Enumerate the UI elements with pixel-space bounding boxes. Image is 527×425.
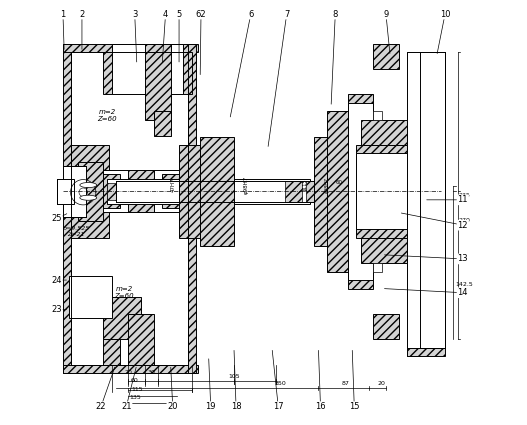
Text: 135: 135: [129, 395, 141, 400]
Bar: [71, 196, 110, 238]
Text: φ115: φ115: [303, 179, 308, 191]
Ellipse shape: [80, 182, 97, 187]
Bar: [348, 103, 373, 280]
Bar: [407, 348, 445, 356]
Bar: [373, 263, 382, 272]
Text: 11: 11: [457, 196, 468, 204]
Bar: [407, 52, 419, 356]
Bar: [432, 52, 445, 348]
Bar: [112, 44, 183, 52]
Text: 12: 12: [457, 221, 468, 230]
Text: 270: 270: [458, 218, 471, 224]
Bar: [63, 44, 71, 373]
Bar: [188, 44, 196, 373]
Bar: [373, 44, 398, 69]
Bar: [112, 44, 183, 94]
Bar: [196, 181, 213, 202]
Text: 21: 21: [121, 402, 132, 411]
Text: 142.5: 142.5: [456, 282, 473, 287]
Bar: [407, 52, 445, 348]
Text: 235: 235: [458, 193, 471, 198]
Text: 60: 60: [336, 181, 343, 185]
Text: 13: 13: [457, 255, 468, 264]
Bar: [71, 145, 110, 187]
Text: 18: 18: [231, 402, 241, 411]
Text: φ98H7: φ98H7: [324, 177, 329, 193]
Text: 47H7: 47H7: [170, 178, 175, 193]
Bar: [314, 136, 348, 246]
Text: 20: 20: [168, 402, 178, 411]
Bar: [63, 44, 198, 52]
Text: 2: 2: [80, 9, 84, 19]
Text: 17: 17: [273, 402, 284, 411]
Text: 115: 115: [131, 387, 143, 392]
Text: 20: 20: [378, 381, 386, 385]
Bar: [327, 111, 348, 272]
Bar: [77, 162, 103, 221]
Bar: [154, 111, 171, 136]
Ellipse shape: [80, 195, 97, 200]
Bar: [162, 175, 179, 208]
Text: 10: 10: [440, 9, 450, 19]
Text: 3: 3: [132, 9, 138, 19]
Text: p=9.525
Z=21: p=9.525 Z=21: [62, 226, 89, 237]
Bar: [103, 52, 192, 94]
Bar: [56, 179, 73, 204]
Bar: [63, 365, 198, 373]
Text: 30: 30: [148, 370, 155, 375]
Text: 22: 22: [96, 402, 106, 411]
Bar: [108, 179, 310, 204]
Bar: [63, 166, 86, 217]
Bar: [69, 276, 112, 318]
Bar: [129, 170, 154, 212]
Text: 350: 350: [275, 381, 286, 385]
Text: 105: 105: [228, 374, 240, 379]
Bar: [356, 145, 407, 238]
Text: 20: 20: [124, 370, 132, 375]
Text: 8: 8: [333, 9, 338, 19]
Text: 62: 62: [196, 9, 207, 19]
Bar: [145, 44, 171, 119]
Bar: [200, 136, 234, 246]
Bar: [103, 339, 120, 365]
Text: 19: 19: [206, 402, 216, 411]
Bar: [373, 314, 398, 339]
Text: 1: 1: [60, 9, 65, 19]
Bar: [103, 297, 141, 339]
Bar: [179, 145, 200, 238]
Bar: [356, 153, 407, 230]
Bar: [108, 183, 116, 200]
Text: 4: 4: [163, 9, 168, 19]
Bar: [71, 170, 190, 212]
Bar: [306, 181, 327, 202]
Text: 24: 24: [51, 275, 62, 285]
Bar: [407, 52, 445, 60]
Text: 16: 16: [315, 402, 326, 411]
Text: 60: 60: [131, 379, 139, 383]
Text: φ98H7: φ98H7: [244, 176, 249, 194]
Bar: [348, 94, 373, 289]
Text: m=2
Z=60: m=2 Z=60: [97, 109, 117, 122]
Text: 7: 7: [284, 9, 289, 19]
Text: 23: 23: [51, 305, 62, 314]
Text: 5: 5: [177, 9, 182, 19]
Bar: [373, 111, 382, 119]
Text: m=2
Z=60: m=2 Z=60: [114, 286, 134, 299]
Text: 15: 15: [349, 402, 359, 411]
Text: 87: 87: [342, 381, 350, 385]
Bar: [103, 175, 120, 208]
Bar: [360, 238, 407, 263]
Bar: [129, 314, 154, 365]
Text: 9: 9: [383, 9, 388, 19]
Bar: [360, 119, 407, 145]
Bar: [285, 181, 301, 202]
Text: 25: 25: [51, 214, 62, 223]
Text: 14: 14: [457, 288, 468, 297]
Text: 6: 6: [248, 9, 253, 19]
